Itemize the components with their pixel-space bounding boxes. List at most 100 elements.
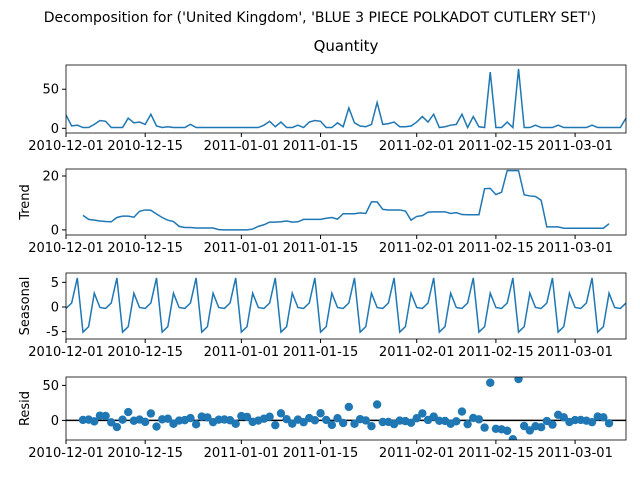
y-axis-label: Trend xyxy=(18,184,33,221)
point xyxy=(338,418,348,428)
x-tick-label: 2011-01-15 xyxy=(283,446,359,461)
point xyxy=(310,416,320,425)
point xyxy=(191,420,201,429)
x-tick-label: 2011-03-01 xyxy=(537,139,613,154)
point xyxy=(231,419,240,429)
y-tick-label: 50 xyxy=(42,379,59,394)
point xyxy=(90,417,99,426)
x-tick-label: 2011-01-01 xyxy=(204,139,280,154)
line xyxy=(66,277,626,334)
point xyxy=(514,377,523,384)
y-tick-label: 20 xyxy=(42,170,59,185)
point xyxy=(480,423,489,432)
point xyxy=(242,412,252,422)
axes-frame xyxy=(65,376,627,441)
point xyxy=(599,413,608,422)
point xyxy=(316,409,325,418)
line xyxy=(66,68,626,130)
point xyxy=(186,413,195,423)
y-tick-label: 0 xyxy=(51,223,59,238)
point xyxy=(282,415,291,424)
x-tick-label: 2010-12-15 xyxy=(107,241,183,256)
y-axis-label: Seasonal xyxy=(18,277,33,336)
y-tick-label: 0 xyxy=(51,414,59,429)
y-tick-label: 0 xyxy=(51,300,59,315)
x-tick-label: 2011-02-15 xyxy=(458,345,534,360)
point xyxy=(146,409,156,418)
plot-area xyxy=(66,277,626,334)
axes-frame xyxy=(65,64,627,134)
point xyxy=(271,420,280,430)
point xyxy=(163,414,173,423)
x-tick-label: 2011-02-01 xyxy=(379,241,455,256)
y-tick-label: 50 xyxy=(42,83,59,98)
point xyxy=(503,426,512,435)
point xyxy=(322,415,331,425)
point xyxy=(118,415,127,424)
x-tick-label: 2010-12-01 xyxy=(28,446,104,461)
point xyxy=(508,435,518,440)
point xyxy=(344,402,354,412)
point xyxy=(559,413,568,422)
x-tick-label: 2011-03-01 xyxy=(537,345,613,360)
point xyxy=(418,409,427,418)
point xyxy=(140,417,150,427)
x-tick-label: 2011-01-01 xyxy=(204,446,280,461)
x-tick-label: 2011-03-01 xyxy=(537,446,613,461)
x-tick-label: 2011-02-15 xyxy=(458,446,534,461)
point xyxy=(519,421,529,431)
x-tick-label: 2011-01-01 xyxy=(204,345,280,360)
point xyxy=(536,422,546,432)
y-tick-label: 0 xyxy=(51,122,59,137)
point xyxy=(452,417,461,426)
point xyxy=(107,418,116,427)
axes-title: Quantity xyxy=(314,37,379,55)
y-tick-label: -5 xyxy=(46,325,59,340)
figure-title: Decomposition for ('United Kingdom', 'BL… xyxy=(44,10,597,26)
point xyxy=(101,411,110,421)
point xyxy=(265,412,274,421)
point xyxy=(350,419,359,429)
x-tick-label: 2010-12-15 xyxy=(107,139,183,154)
x-tick-label: 2011-02-15 xyxy=(458,241,534,256)
line xyxy=(82,169,610,231)
point xyxy=(203,413,212,422)
y-tick-label: 5 xyxy=(51,276,59,291)
x-tick-label: 2010-12-15 xyxy=(107,446,183,461)
point xyxy=(112,422,122,432)
x-tick-label: 2011-01-15 xyxy=(283,241,359,256)
x-tick-label: 2010-12-01 xyxy=(28,139,104,154)
axes-frame xyxy=(65,168,627,236)
x-tick-label: 2011-03-01 xyxy=(537,241,613,256)
x-tick-label: 2010-12-15 xyxy=(107,345,183,360)
point xyxy=(604,419,614,428)
point xyxy=(367,421,376,431)
x-tick-label: 2011-02-01 xyxy=(379,345,455,360)
point xyxy=(406,418,416,427)
point xyxy=(474,415,484,424)
x-tick-label: 2011-01-15 xyxy=(283,345,359,360)
point xyxy=(457,407,467,416)
x-tick-label: 2011-02-01 xyxy=(379,446,455,461)
x-tick-label: 2010-12-01 xyxy=(28,241,104,256)
plot-area xyxy=(82,169,610,231)
x-tick-label: 2011-01-15 xyxy=(283,139,359,154)
point xyxy=(486,378,495,387)
point xyxy=(412,414,421,423)
point xyxy=(152,422,161,431)
x-tick-label: 2010-12-01 xyxy=(28,345,104,360)
point xyxy=(124,407,133,417)
plot-area xyxy=(66,377,626,440)
point xyxy=(333,414,342,423)
point xyxy=(276,409,286,418)
point xyxy=(463,419,472,429)
x-tick-label: 2011-02-15 xyxy=(458,139,534,154)
point xyxy=(548,420,557,429)
y-axis-label: Resid xyxy=(18,391,33,426)
plot-area xyxy=(66,68,626,130)
point xyxy=(361,416,370,425)
x-tick-label: 2011-01-01 xyxy=(204,241,280,256)
x-tick-label: 2011-02-01 xyxy=(379,139,455,154)
point xyxy=(327,420,337,430)
